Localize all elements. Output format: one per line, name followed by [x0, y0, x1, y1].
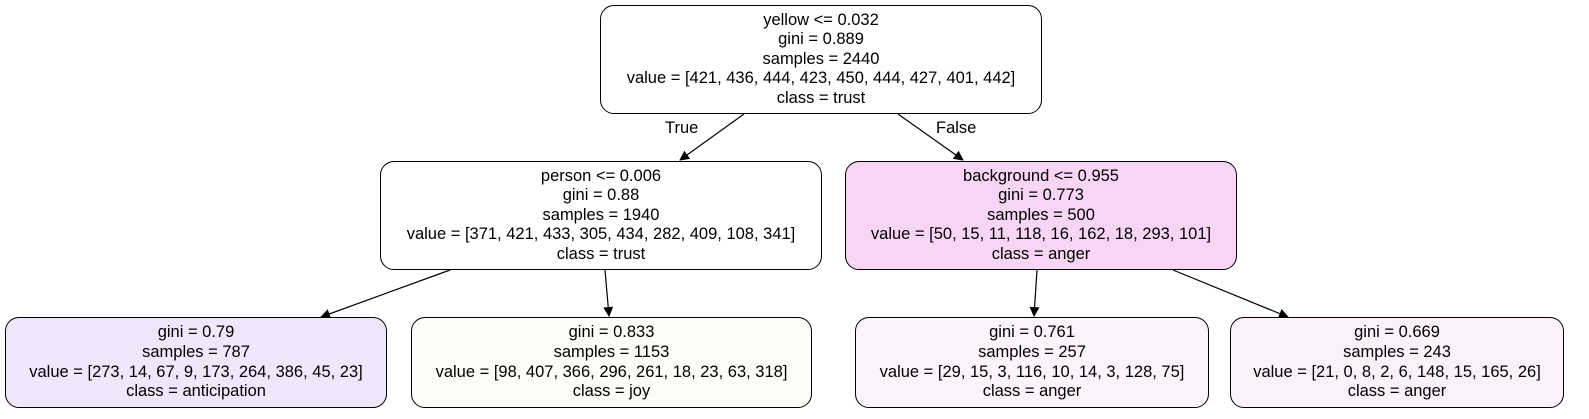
- edge-person-to-anticipation: [320, 269, 451, 319]
- leaf-anticipation-gini: gini = 0.79: [157, 323, 235, 342]
- leaf-anticipation-class: class = anticipation: [126, 382, 266, 401]
- edge-background-to-anger-257: [1029, 269, 1040, 317]
- leaf-anger-243-samples: samples = 243: [1343, 342, 1451, 361]
- leaf-joy-samples: samples = 1153: [553, 342, 670, 361]
- node-background-split: background <= 0.955 gini = 0.773 samples…: [845, 161, 1237, 270]
- node-leaf-anger-257: gini = 0.761 samples = 257 value = [29, …: [855, 317, 1209, 408]
- node-background-split-condition: background <= 0.955: [963, 166, 1119, 185]
- node-root: yellow <= 0.032 gini = 0.889 samples = 2…: [600, 5, 1042, 114]
- edge-person-to-joy: [603, 269, 614, 317]
- node-root-value: value = [421, 436, 444, 423, 450, 444, 4…: [626, 69, 1016, 88]
- leaf-anger-243-value: value = [21, 0, 8, 2, 6, 148, 15, 165, 2…: [1253, 362, 1541, 381]
- edge-background-to-anger-243: [1172, 269, 1289, 319]
- node-leaf-anger-243: gini = 0.669 samples = 243 value = [21, …: [1230, 317, 1564, 408]
- leaf-joy-gini: gini = 0.833: [568, 323, 655, 342]
- leaf-joy-class: class = joy: [572, 382, 651, 401]
- node-person-split-samples: samples = 1940: [542, 205, 660, 224]
- edge-root-to-background: [897, 113, 964, 161]
- leaf-anger-257-value: value = [29, 15, 3, 116, 10, 14, 3, 128,…: [879, 362, 1185, 381]
- leaf-joy-value: value = [98, 407, 366, 296, 261, 18, 23,…: [435, 362, 788, 381]
- leaf-anger-257-class: class = anger: [982, 382, 1082, 401]
- node-root-gini: gini = 0.889: [778, 30, 864, 49]
- edge-label-false: False: [936, 119, 977, 137]
- node-leaf-anticipation: gini = 0.79 samples = 787 value = [273, …: [5, 317, 387, 408]
- edge-label-true: True: [665, 119, 699, 137]
- node-person-split-condition: person <= 0.006: [540, 166, 662, 185]
- leaf-anger-257-gini: gini = 0.761: [989, 323, 1075, 342]
- edge-root-to-person: [679, 113, 745, 161]
- node-background-split-samples: samples = 500: [987, 205, 1095, 224]
- leaf-anger-243-class: class = anger: [1347, 382, 1447, 401]
- node-background-split-gini: gini = 0.773: [998, 186, 1084, 205]
- node-person-split: person <= 0.006 gini = 0.88 samples = 19…: [380, 161, 822, 270]
- node-background-split-class: class = anger: [991, 244, 1091, 263]
- leaf-anticipation-samples: samples = 787: [142, 342, 250, 361]
- node-root-split: yellow <= 0.032: [763, 10, 879, 29]
- leaf-anticipation-value: value = [273, 14, 67, 9, 173, 264, 386, …: [29, 362, 363, 381]
- node-person-split-gini: gini = 0.88: [562, 186, 640, 205]
- leaf-anger-257-samples: samples = 257: [978, 342, 1086, 361]
- node-background-split-value: value = [50, 15, 11, 118, 16, 162, 18, 2…: [870, 225, 1212, 244]
- node-person-split-value: value = [371, 421, 433, 305, 434, 282, 4…: [406, 225, 796, 244]
- node-person-split-class: class = trust: [556, 244, 646, 263]
- node-leaf-joy: gini = 0.833 samples = 1153 value = [98,…: [411, 317, 812, 408]
- leaf-anger-243-gini: gini = 0.669: [1354, 323, 1440, 342]
- node-root-class: class = trust: [776, 88, 866, 107]
- node-root-samples: samples = 2440: [762, 49, 880, 68]
